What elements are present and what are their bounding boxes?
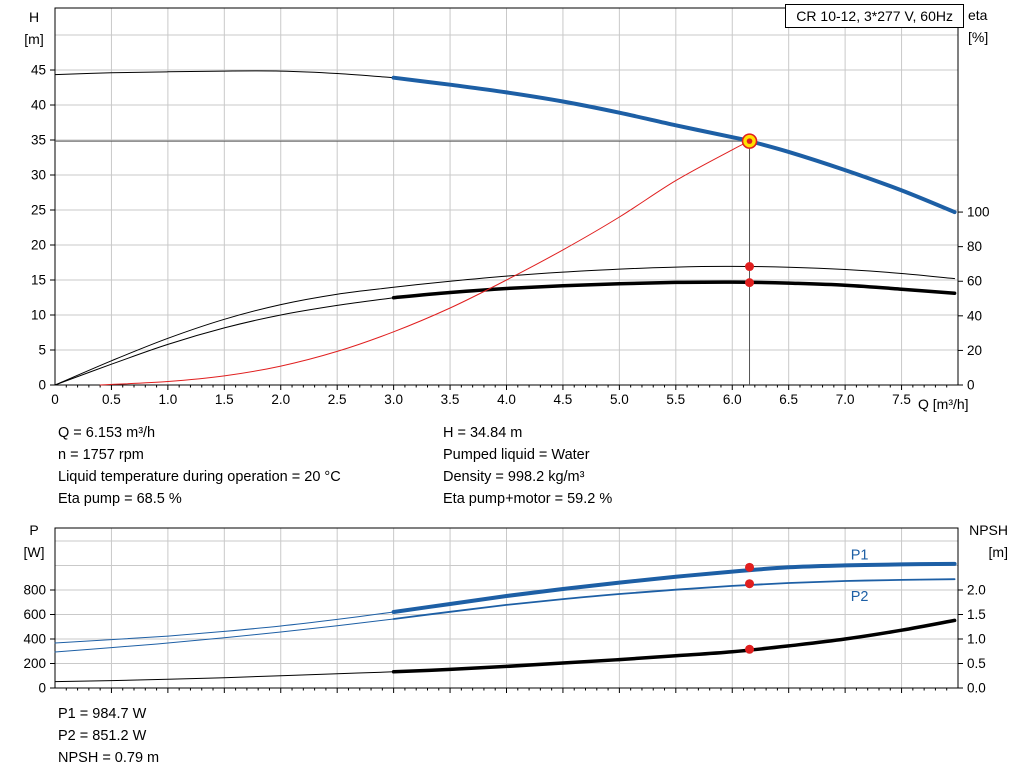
x-tick-label: 7.5 [892, 392, 911, 407]
y-left-tick-label: 10 [31, 308, 46, 323]
x-tick-label: 1.5 [215, 392, 234, 407]
p-axis-title: P [W] [18, 519, 50, 563]
info-line-head: H = 34.84 m [443, 425, 523, 441]
y-right-tick-label: 80 [967, 239, 982, 254]
p1-point [745, 562, 755, 572]
eta-axis-symbol: eta [968, 7, 988, 23]
npsh-axis-unit: [m] [988, 544, 1008, 560]
chart-title-box: CR 10-12, 3*277 V, 60Hz [785, 4, 964, 28]
y-left-tick-label: 600 [23, 607, 46, 622]
x-tick-label: 4.0 [497, 392, 516, 407]
y-left-tick-label: 30 [31, 168, 46, 183]
x-tick-label: 3.0 [384, 392, 403, 407]
y-left-tick-label: 35 [31, 133, 46, 148]
eta-pump-point [745, 262, 755, 272]
x-tick-label: 2.0 [271, 392, 290, 407]
info-line-temperature: Liquid temperature during operation = 20… [58, 469, 341, 485]
y-right-tick-label: 0 [967, 378, 975, 393]
npsh-curve [391, 618, 957, 674]
duty-point-center [746, 138, 753, 144]
h-axis-symbol: H [28, 9, 40, 25]
p2-curve [392, 578, 956, 620]
y-left-tick-label: 0 [38, 681, 46, 696]
y-right-tick-label: 1.5 [967, 607, 986, 622]
y-left-tick-label: 45 [31, 63, 46, 78]
p1-curve-low-flow [54, 611, 395, 644]
qh-curve [391, 75, 957, 215]
x-tick-label: 4.5 [554, 392, 573, 407]
x-tick-label: 6.5 [779, 392, 798, 407]
y-right-tick-label: 0.5 [967, 656, 986, 671]
info-line-q: Q = 6.153 m³/h [58, 425, 156, 441]
y-left-tick-label: 20 [31, 238, 46, 253]
h-axis-unit: [m] [24, 31, 44, 47]
qh-curve-low-flow [54, 70, 395, 79]
y-left-tick-label: 5 [38, 343, 46, 358]
npsh-point [745, 644, 755, 654]
x-tick-label: 1.0 [158, 392, 177, 407]
info-line-p1: P1 = 984.7 W [58, 706, 147, 722]
y-right-tick-label: 20 [967, 343, 982, 358]
eta-axis-title: eta [%] [968, 4, 1018, 48]
x-tick-label: 0 [51, 392, 59, 407]
npsh-axis-title: NPSH [m] [960, 519, 1008, 563]
info-line-eta-pump: Eta pump = 68.5 % [58, 491, 182, 507]
y-right-tick-label: 40 [967, 308, 982, 323]
y-right-tick-label: 0.0 [967, 681, 986, 696]
eta-pump-curve [54, 265, 956, 386]
x-tick-label: 7.0 [836, 392, 855, 407]
info-line-liquid: Pumped liquid = Water [443, 447, 590, 463]
y-left-tick-label: 0 [38, 378, 46, 393]
p2-label: P2 [851, 589, 869, 605]
power-info: P1 = 984.7 W P2 = 851.2 W NPSH = 0.79 m [58, 703, 159, 769]
y-left-tick-label: 15 [31, 273, 46, 288]
npsh-curve-low-flow [54, 671, 395, 683]
p-axis-symbol: P [29, 522, 39, 538]
x-tick-label: 5.5 [666, 392, 685, 407]
x-tick-label: 5.0 [610, 392, 629, 407]
eta-axis-unit: [%] [968, 29, 989, 45]
x-tick-label: 0.5 [102, 392, 121, 407]
p1-curve [391, 561, 957, 614]
npsh-axis-symbol: NPSH [969, 522, 1008, 538]
x-tick-label: 2.5 [328, 392, 347, 407]
y-left-tick-label: 400 [23, 631, 46, 646]
info-line-eta-pump-motor: Eta pump+motor = 59.2 % [443, 491, 613, 507]
duty-info-left: Q = 6.153 m³/h n = 1757 rpm Liquid tempe… [58, 422, 341, 510]
eta-pump-motor-point [745, 278, 755, 288]
y-left-tick-label: 40 [31, 98, 46, 113]
p2-curve-low-flow [54, 618, 395, 653]
info-line-density: Density = 998.2 kg/m³ [443, 469, 585, 485]
y-left-tick-label: 25 [31, 203, 46, 218]
duty-info-right: H = 34.84 m Pumped liquid = Water Densit… [443, 422, 612, 510]
x-tick-label: 6.0 [723, 392, 742, 407]
eta-pump-motor-curve-low-flow [54, 297, 395, 386]
info-line-npsh: NPSH = 0.79 m [58, 750, 160, 766]
y-right-tick-label: 60 [967, 274, 982, 289]
info-line-speed: n = 1757 rpm [58, 447, 144, 463]
q-axis-title: Q [m³/h] [918, 396, 969, 412]
y-right-tick-label: 100 [967, 205, 990, 220]
p1-label: P1 [851, 547, 869, 563]
x-tick-label: 3.5 [441, 392, 460, 407]
y-right-tick-label: 1.0 [967, 631, 986, 646]
p2-point [745, 579, 755, 589]
y-left-tick-label: 200 [23, 656, 46, 671]
h-axis-title: H [m] [18, 6, 50, 50]
y-left-tick-label: 800 [23, 582, 46, 597]
p-axis-unit: [W] [23, 544, 45, 560]
y-right-tick-label: 2.0 [967, 582, 986, 597]
info-line-p2: P2 = 851.2 W [58, 728, 147, 744]
eta-pump-motor-curve [391, 280, 957, 300]
system-curve [99, 140, 750, 386]
